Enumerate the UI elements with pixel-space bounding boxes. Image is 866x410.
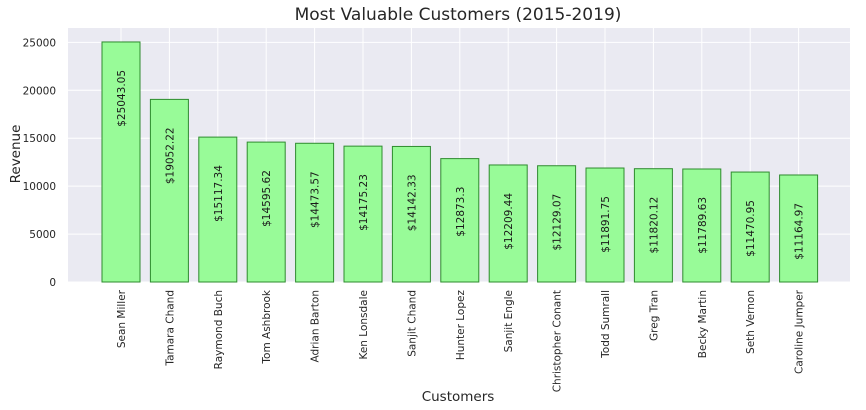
- x-tick-label: Raymond Buch: [213, 290, 225, 369]
- x-tick-label: Sanjit Engle: [503, 290, 515, 352]
- bar: [343, 145, 383, 283]
- x-tick-label: Seth Vernon: [745, 290, 757, 354]
- data-labels: $25043.05 $19052.22 $15117.34 $14595.62 $144…: [116, 70, 806, 260]
- bar-value-label: $12209.44: [503, 193, 515, 250]
- bar: [149, 98, 189, 283]
- x-ticks: Sean Miller Tamara Chand Raymond Buch Tom A…: [116, 289, 806, 392]
- bar: [682, 168, 722, 283]
- x-tick-label: Becky Martin: [697, 290, 709, 358]
- x-tick-label: Tamara Chand: [164, 290, 176, 367]
- chart-title: Most Valuable Customers (2015-2019): [295, 5, 622, 25]
- y-axis-label: Revenue: [8, 125, 24, 184]
- x-tick-label: Tom Ashbrook: [261, 289, 273, 365]
- bar: [488, 164, 528, 283]
- bar-value-label: $12873.3: [455, 187, 467, 237]
- bar: [391, 145, 431, 283]
- bars: [101, 41, 819, 283]
- bar-value-label: $14142.33: [406, 174, 418, 231]
- x-tick-label: Todd Sumrall: [600, 290, 612, 359]
- x-tick-label: Greg Tran: [648, 290, 660, 341]
- y-tick-label: 25000: [23, 37, 56, 49]
- bar-value-label: $14595.62: [261, 170, 273, 227]
- x-tick-label: Ken Lonsdale: [358, 290, 370, 360]
- bar-value-label: $11470.95: [745, 200, 757, 257]
- bar: [585, 167, 625, 283]
- y-ticks: 0 5000 10000 15000 20000 25000: [23, 37, 56, 289]
- bar-value-label: $14473.57: [310, 171, 322, 228]
- bar-value-label: $11891.75: [600, 196, 612, 253]
- y-tick-label: 15000: [23, 133, 56, 145]
- x-tick-label: Adrian Barton: [310, 290, 322, 362]
- bar: [440, 158, 480, 283]
- bar-value-label: $11164.97: [794, 203, 806, 260]
- y-tick-label: 10000: [23, 181, 56, 193]
- bar-value-label: $11789.63: [697, 197, 709, 254]
- x-tick-label: Caroline Jumper: [794, 289, 806, 374]
- bar: [246, 141, 286, 283]
- bar: [730, 171, 770, 283]
- bar: [198, 136, 238, 283]
- x-axis-label: Customers: [422, 389, 495, 405]
- y-tick-label: 0: [49, 277, 56, 289]
- bar: [537, 165, 577, 283]
- bar: [101, 41, 141, 283]
- bar-value-label: $14175.23: [358, 174, 370, 231]
- bar-value-label: $12129.07: [552, 194, 564, 251]
- x-tick-label: Sanjit Chand: [406, 290, 418, 357]
- y-tick-label: 20000: [23, 85, 56, 97]
- x-tick-label: Christopher Conant: [552, 290, 564, 392]
- bar: [295, 142, 335, 283]
- y-tick-label: 5000: [29, 229, 56, 241]
- x-tick-label: Sean Miller: [116, 289, 128, 348]
- bar-value-label: $25043.05: [116, 70, 128, 127]
- bar-value-label: $15117.34: [213, 165, 225, 222]
- bar-value-label: $19052.22: [164, 127, 176, 184]
- x-tick-label: Hunter Lopez: [455, 290, 467, 361]
- bar: [633, 168, 673, 283]
- bar: [779, 174, 819, 283]
- bar-value-label: $11820.12: [648, 197, 660, 254]
